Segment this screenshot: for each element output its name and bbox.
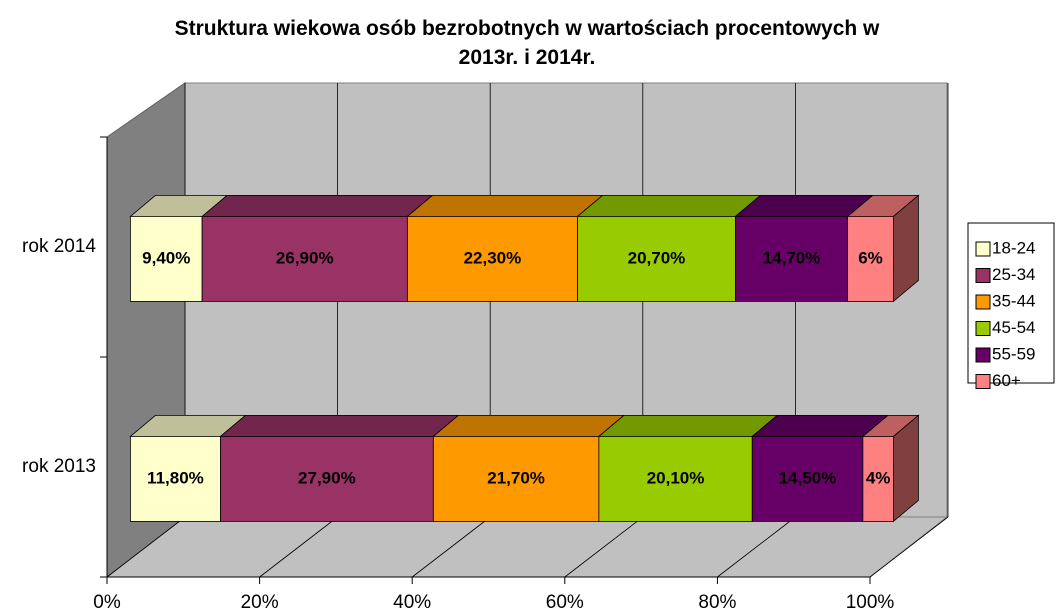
floor-grid-line [411,516,491,578]
legend-label: 18-24 [992,238,1035,257]
floor-grid-line [717,516,796,578]
floor-grid-line [869,516,949,578]
legend-swatch [975,268,991,283]
legend-label: 25-34 [992,265,1035,284]
legend-swatch [975,294,991,310]
legend-label: 45-54 [992,318,1035,337]
bar [735,215,849,302]
bar-top [597,414,779,437]
bar-top [432,414,625,437]
y-tick-label: rok 2014 [22,236,96,257]
x-tick-label: 40% [393,592,431,613]
bar-end [893,414,919,523]
data-label: 9,40% [142,248,190,267]
bar-top [576,194,762,217]
legend-label: 60+ [992,371,1021,390]
floor-grid-line [564,516,644,578]
floor [105,516,949,578]
data-label: 14,70% [763,248,821,267]
bar [862,435,894,522]
legend-label: 35-44 [992,291,1035,310]
chart-title: Struktura wiekowa osób bezrobotnych w wa… [174,17,880,69]
data-label: 11,80% [147,468,204,487]
legend-swatch [975,374,991,389]
x-tick-label: 20% [241,592,279,613]
data-label: 20,10% [647,468,705,487]
floor-grid-line [259,516,338,578]
x-tick-label: 80% [698,592,736,613]
y-tick-label: rok 2013 [22,456,96,477]
data-label: 21,70% [487,468,545,487]
floor-grid-line [106,516,186,578]
data-label: 26,90% [276,248,334,267]
bar [220,435,434,522]
data-label: 6% [858,248,883,267]
data-label: 27,90% [298,468,356,487]
data-label: 22,30% [464,248,522,267]
legend-swatch [975,347,991,363]
bar [577,215,736,302]
bar [432,435,600,522]
data-label: 20,70% [628,248,686,267]
bar-top [406,194,604,217]
data-label: 4% [866,468,891,487]
bar-top [201,194,434,217]
bar-top [219,414,460,437]
x-tick-label: 60% [546,592,584,613]
legend-swatch [975,241,991,257]
bar [129,435,221,522]
bar [751,435,864,522]
bar [406,215,578,302]
legend-swatch [975,321,991,336]
data-label: 14,50% [779,468,837,487]
x-tick-label: 0% [93,592,121,613]
legend-label: 55-59 [992,344,1035,363]
bar [129,215,203,302]
bar [847,215,894,302]
x-tick-label: 100% [846,592,895,613]
bar-end [893,194,919,303]
